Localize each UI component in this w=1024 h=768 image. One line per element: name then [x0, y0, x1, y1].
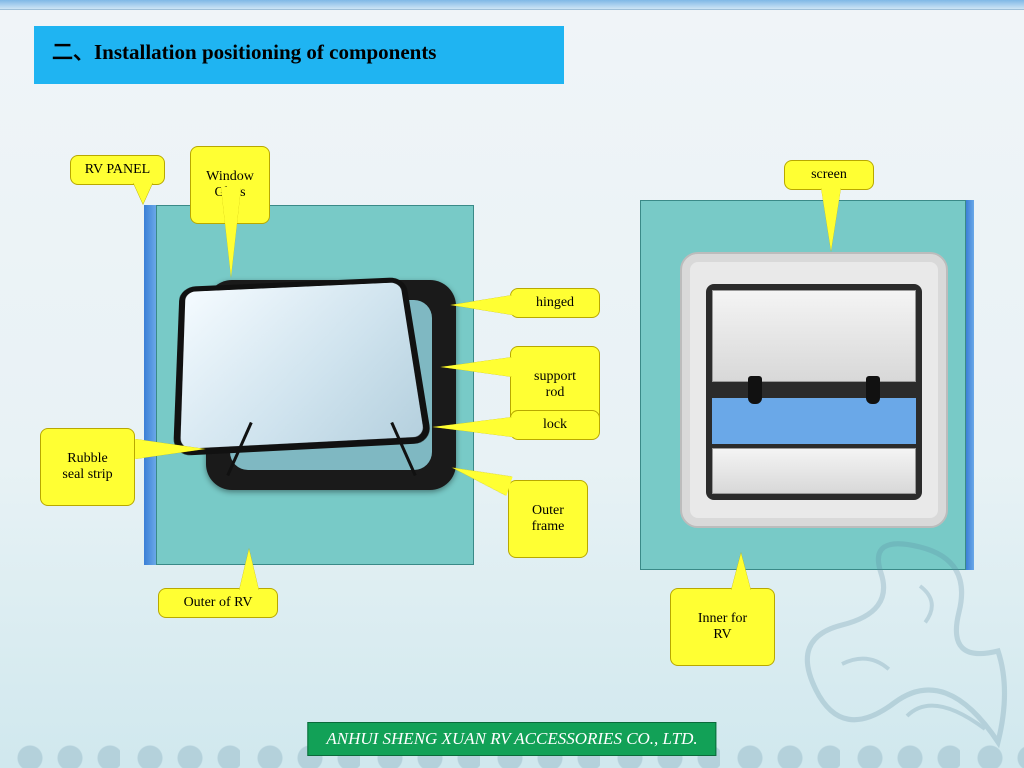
right-shade-bottom	[712, 448, 916, 494]
callout-screen: screen	[784, 160, 874, 190]
callout-label: Outer frame	[532, 503, 565, 534]
callout-pointer	[239, 549, 259, 591]
callout-lock: lock	[510, 410, 600, 440]
callout-rv-panel: RV PANEL	[70, 155, 165, 185]
callout-label: support rod	[534, 369, 576, 400]
callout-label: screen	[811, 167, 847, 182]
callout-pointer	[441, 357, 513, 377]
callout-outer-frame: Outer frame	[508, 480, 588, 558]
callout-hinged: hinged	[510, 288, 600, 318]
dragon-decoration	[764, 508, 1024, 768]
slide-title: 二、Installation positioning of components	[34, 26, 564, 84]
callout-pointer	[133, 182, 153, 204]
callout-window-glass: Window Glass	[190, 146, 270, 224]
callout-label: Inner for RV	[698, 611, 747, 642]
callout-pointer	[221, 187, 241, 277]
callout-label: Outer of RV	[184, 595, 253, 610]
callout-inner-for-rv: Inner for RV	[670, 588, 775, 666]
callout-label: lock	[543, 417, 567, 432]
callout-pointer	[451, 295, 513, 315]
right-shade-top	[712, 290, 916, 382]
callout-pointer	[731, 553, 751, 591]
callout-label: hinged	[536, 295, 574, 310]
left-blue-edge	[144, 205, 156, 565]
footer-company: ANHUI SHENG XUAN RV ACCESSORIES CO., LTD…	[307, 722, 716, 756]
callout-pointer	[821, 187, 841, 251]
slide-stage: 二、Installation positioning of components…	[0, 0, 1024, 768]
handle-right	[866, 376, 880, 404]
callout-label: Rubble seal strip	[62, 451, 112, 482]
right-screen-gap	[712, 398, 916, 444]
callout-pointer	[135, 439, 205, 459]
callout-pointer	[433, 417, 513, 437]
handle-left	[748, 376, 762, 404]
callout-seal-strip: Rubble seal strip	[40, 428, 135, 506]
callout-outer-of-rv: Outer of RV	[158, 588, 278, 618]
callout-label: RV PANEL	[85, 162, 150, 177]
